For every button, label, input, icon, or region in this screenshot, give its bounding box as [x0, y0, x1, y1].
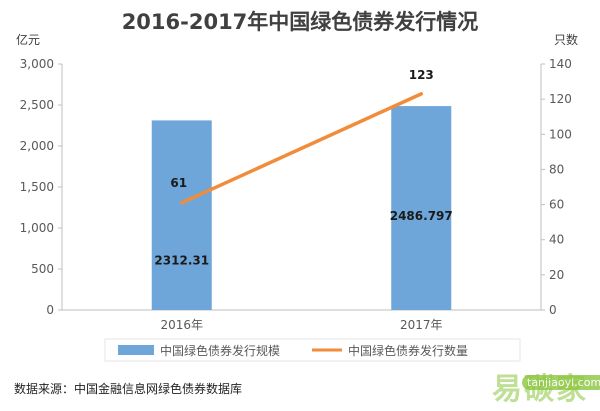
- line-data-label: 61: [170, 176, 187, 190]
- bar-data-label: 2486.797: [390, 209, 453, 223]
- line-series-path: [180, 92, 423, 205]
- left-tick-label: 1,000: [20, 221, 54, 235]
- left-tick-label: 0: [46, 303, 54, 317]
- x-tick-label: 2016年: [160, 318, 203, 332]
- legend-bar-label: 中国绿色债券发行规模: [160, 343, 280, 358]
- source-note: 数据来源：中国金融信息网绿色债券数据库: [14, 382, 243, 396]
- legend: 中国绿色债券发行规模 中国绿色债券发行数量: [104, 338, 521, 362]
- watermark-url: tanjiaoyi.com: [522, 375, 600, 390]
- right-tick-label: 60: [549, 198, 564, 212]
- left-tick-label: 3,000: [20, 57, 54, 71]
- x-tick-label: 2017年: [400, 318, 443, 332]
- line-data-label: 123: [409, 68, 434, 82]
- left-tick-label: 500: [31, 262, 54, 276]
- line-point: [419, 92, 423, 96]
- left-axis-unit: 亿元: [16, 32, 40, 47]
- right-tick-label: 120: [549, 92, 572, 106]
- left-tick-label: 1,500: [20, 180, 54, 194]
- right-tick-label: 80: [549, 162, 564, 176]
- right-tick-label: 20: [549, 268, 564, 282]
- right-axis-unit: 只数: [554, 32, 578, 47]
- right-tick-label: 0: [549, 303, 557, 317]
- right-tick-label: 140: [549, 57, 572, 71]
- right-tick-label: 100: [549, 127, 572, 141]
- left-tick-label: 2,000: [20, 139, 54, 153]
- chart-title: 2016-2017年中国绿色债券发行情况: [122, 10, 479, 34]
- bar: [151, 120, 212, 310]
- line-point: [180, 201, 184, 205]
- plot-area: 0 500 1,000 1,500 2,000 2,500 3,000 0 20 40 60 80 10…: [20, 57, 572, 332]
- bar-data-label: 2312.31: [154, 254, 209, 268]
- legend-line-label: 中国绿色债券发行数量: [348, 343, 468, 358]
- right-tick-label: 40: [549, 233, 564, 247]
- bar: [391, 106, 452, 311]
- legend-bar-swatch: [118, 345, 154, 355]
- left-tick-label: 2,500: [20, 98, 54, 112]
